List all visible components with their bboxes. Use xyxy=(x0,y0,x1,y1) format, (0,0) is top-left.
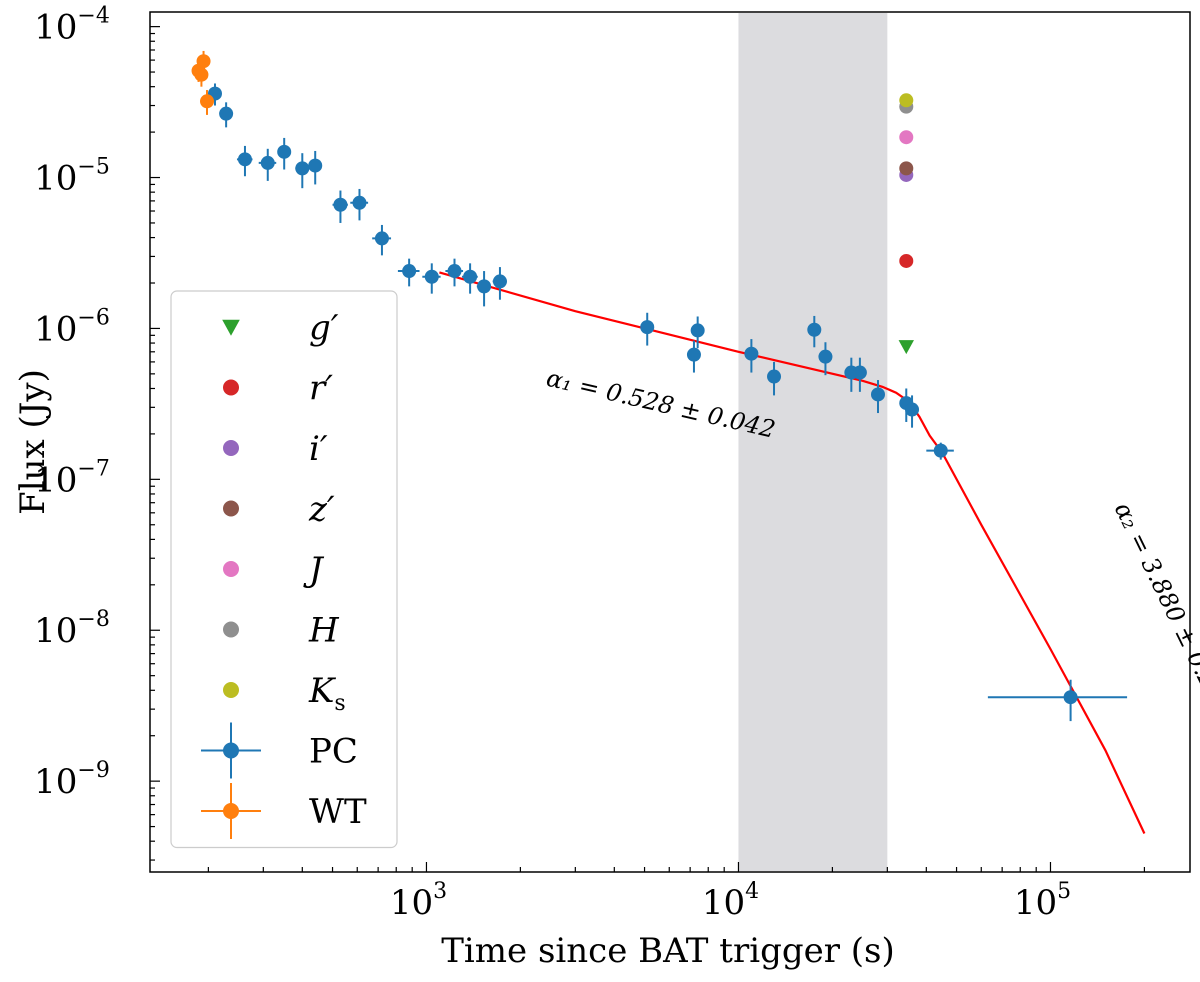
data-point xyxy=(686,347,701,362)
data-point xyxy=(899,93,914,108)
data-point xyxy=(933,443,948,458)
y-tick-label: 10−8 xyxy=(34,607,110,651)
y-tick-label: 10−6 xyxy=(34,305,110,349)
data-point xyxy=(898,340,914,355)
x-tick-label: 103 xyxy=(390,879,447,923)
legend-marker xyxy=(223,621,239,638)
y-tick-label: 10−9 xyxy=(34,758,110,802)
data-point xyxy=(295,161,310,176)
y-tick-label: 10−4 xyxy=(34,4,110,48)
data-point xyxy=(899,161,914,176)
data-point xyxy=(767,369,782,384)
legend-marker xyxy=(223,440,239,456)
x-axis-label: Time since BAT trigger (s) xyxy=(441,931,895,971)
data-point xyxy=(194,67,209,82)
x-tick-label: 104 xyxy=(702,879,759,923)
data-point xyxy=(260,155,275,170)
data-point xyxy=(852,365,867,380)
data-point xyxy=(277,144,292,159)
data-point xyxy=(447,264,462,279)
y-axis-label: Flux (Jy) xyxy=(13,369,53,515)
legend-marker xyxy=(223,803,239,819)
data-point xyxy=(219,106,234,121)
plot-frame xyxy=(149,11,1191,873)
data-point xyxy=(492,274,507,289)
data-point xyxy=(463,269,478,284)
data-point xyxy=(1063,690,1078,705)
legend-marker xyxy=(223,561,239,577)
series-j xyxy=(899,130,914,145)
series-z xyxy=(899,161,914,176)
data-point xyxy=(333,197,348,212)
legend-label: H xyxy=(308,611,340,651)
y-tick-label: 10−7 xyxy=(34,456,110,500)
data-point xyxy=(899,130,914,145)
data-point xyxy=(905,402,920,417)
data-point xyxy=(477,279,492,294)
data-points-layer xyxy=(191,50,1128,722)
legend-label: i′ xyxy=(309,429,328,469)
data-point xyxy=(308,158,323,173)
axis-ticks-layer: 103 104 105 10−4 10−5 10−6 10−7 10−8 10−9 xyxy=(34,4,1146,923)
legend-marker xyxy=(223,682,239,698)
data-point xyxy=(200,94,215,109)
x-tick-label: 105 xyxy=(1014,879,1071,923)
series-r xyxy=(899,253,914,268)
legend-label: J xyxy=(303,550,325,590)
series-k xyxy=(899,93,914,108)
data-point xyxy=(870,387,885,402)
legend-label: PC xyxy=(309,732,358,772)
y-tick-label: 10−5 xyxy=(34,155,110,199)
legend-label: r′ xyxy=(309,369,333,409)
data-point xyxy=(899,253,914,268)
data-point xyxy=(690,323,705,338)
series-wt xyxy=(191,50,215,115)
legend-marker xyxy=(223,500,239,517)
data-point xyxy=(196,54,211,69)
data-point xyxy=(237,152,252,167)
legend-label: g′ xyxy=(309,308,339,348)
slope-annotation-2: α₂ = 3.880 ± 0.298 xyxy=(1109,498,1200,721)
data-point xyxy=(374,231,389,246)
legend-label: WT xyxy=(309,792,367,832)
data-point xyxy=(818,349,833,364)
data-point xyxy=(352,195,367,210)
shaded-region xyxy=(738,13,888,871)
series-g xyxy=(898,340,914,355)
legend-label: z′ xyxy=(308,490,335,530)
data-point xyxy=(744,346,759,361)
legend-label: Ks xyxy=(308,671,346,716)
data-point xyxy=(807,322,822,337)
legend-marker xyxy=(223,742,239,759)
legend-marker xyxy=(223,379,239,396)
legend-box xyxy=(170,290,398,849)
data-point xyxy=(424,269,439,284)
shaded-region-layer xyxy=(738,13,888,871)
data-point xyxy=(640,320,655,335)
data-point xyxy=(402,264,417,279)
series-pc xyxy=(207,83,1128,722)
legend: g′ r′ i′ z′ JH Ks PC WT xyxy=(170,290,398,849)
legend-marker xyxy=(222,319,240,336)
